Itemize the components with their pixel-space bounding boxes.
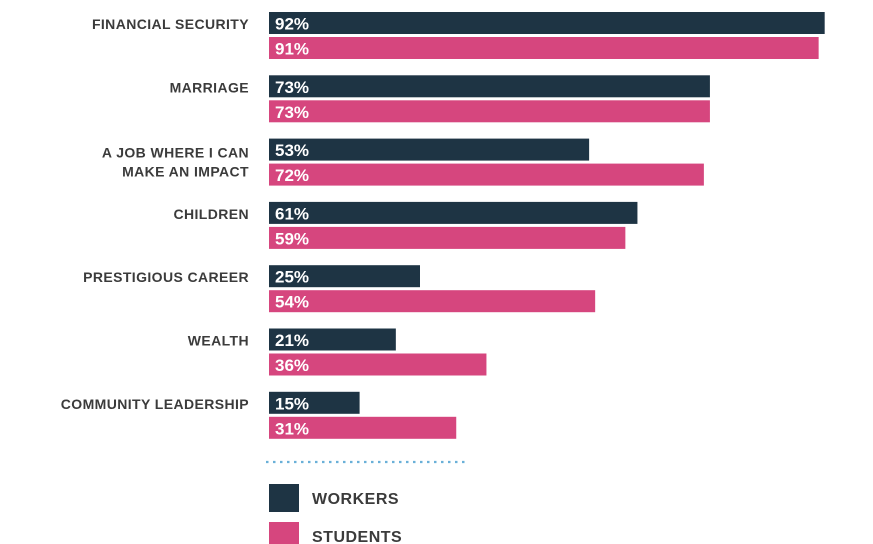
value-label-students-marriage: 73% [275,103,309,122]
value-label-workers-financial-security: 92% [275,15,309,34]
bar-workers-wealth [269,328,396,351]
category-label-a-job-where-i-can-make-an-impact-line-2: MAKE AN IMPACT [122,164,249,180]
value-label-students-wealth: 36% [275,356,309,375]
bar-students-children [269,226,626,249]
bar-workers-financial-security [269,12,825,34]
bar-students-a-job-where-i-can-make-an-impact [269,163,704,186]
value-label-workers-community-leadership: 15% [275,394,309,413]
category-label-wealth: WEALTH [188,333,249,349]
bar-workers-children [269,201,638,224]
category-label-community-leadership: COMMUNITY LEADERSHIP [61,396,249,412]
category-label-children: CHILDREN [173,206,249,222]
bar-workers-a-job-where-i-can-make-an-impact [269,138,590,161]
bar-students-wealth [269,353,487,376]
legend-swatch-workers [269,484,299,512]
legend-label-workers: WORKERS [312,491,399,508]
value-label-students-children: 59% [275,229,309,248]
bar-students-marriage [269,100,710,123]
value-label-workers-prestigious-career: 25% [275,268,309,287]
value-label-workers-a-job-where-i-can-make-an-impact: 53% [275,141,309,160]
value-label-workers-wealth: 21% [275,331,309,350]
bar-workers-community-leadership [269,391,360,414]
bar-students-prestigious-career [269,290,596,313]
bar-workers-prestigious-career [269,265,420,288]
legend-label-students: STUDENTS [312,529,402,544]
legend: WORKERS STUDENTS [269,484,402,544]
value-label-workers-children: 61% [275,204,309,223]
value-label-workers-marriage: 73% [275,78,309,97]
category-label-marriage: MARRIAGE [170,79,249,95]
category-label-a-job-where-i-can-make-an-impact-line-1: A JOB WHERE I CAN [102,145,249,161]
value-label-students-prestigious-career: 54% [275,293,309,312]
category-label-prestigious-career: PRESTIGIOUS CAREER [83,269,249,285]
value-label-students-a-job-where-i-can-make-an-impact: 72% [275,166,309,185]
bars-layer: 92% 91% 73% 73% 53% 72% 61% 59% 25% 54% 21% 36% 15% 3… [269,12,825,439]
category-label-financial-security: FINANCIAL SECURITY [92,16,249,32]
value-label-students-community-leadership: 31% [275,419,309,438]
category-labels: FINANCIAL SECURITY MARRIAGE A JOB WHERE I … [61,16,249,412]
bar-workers-marriage [269,75,710,98]
value-label-students-financial-security: 91% [275,40,309,59]
bar-students-community-leadership [269,416,457,439]
legend-swatch-students [269,522,299,544]
bar-students-financial-security [269,37,819,59]
